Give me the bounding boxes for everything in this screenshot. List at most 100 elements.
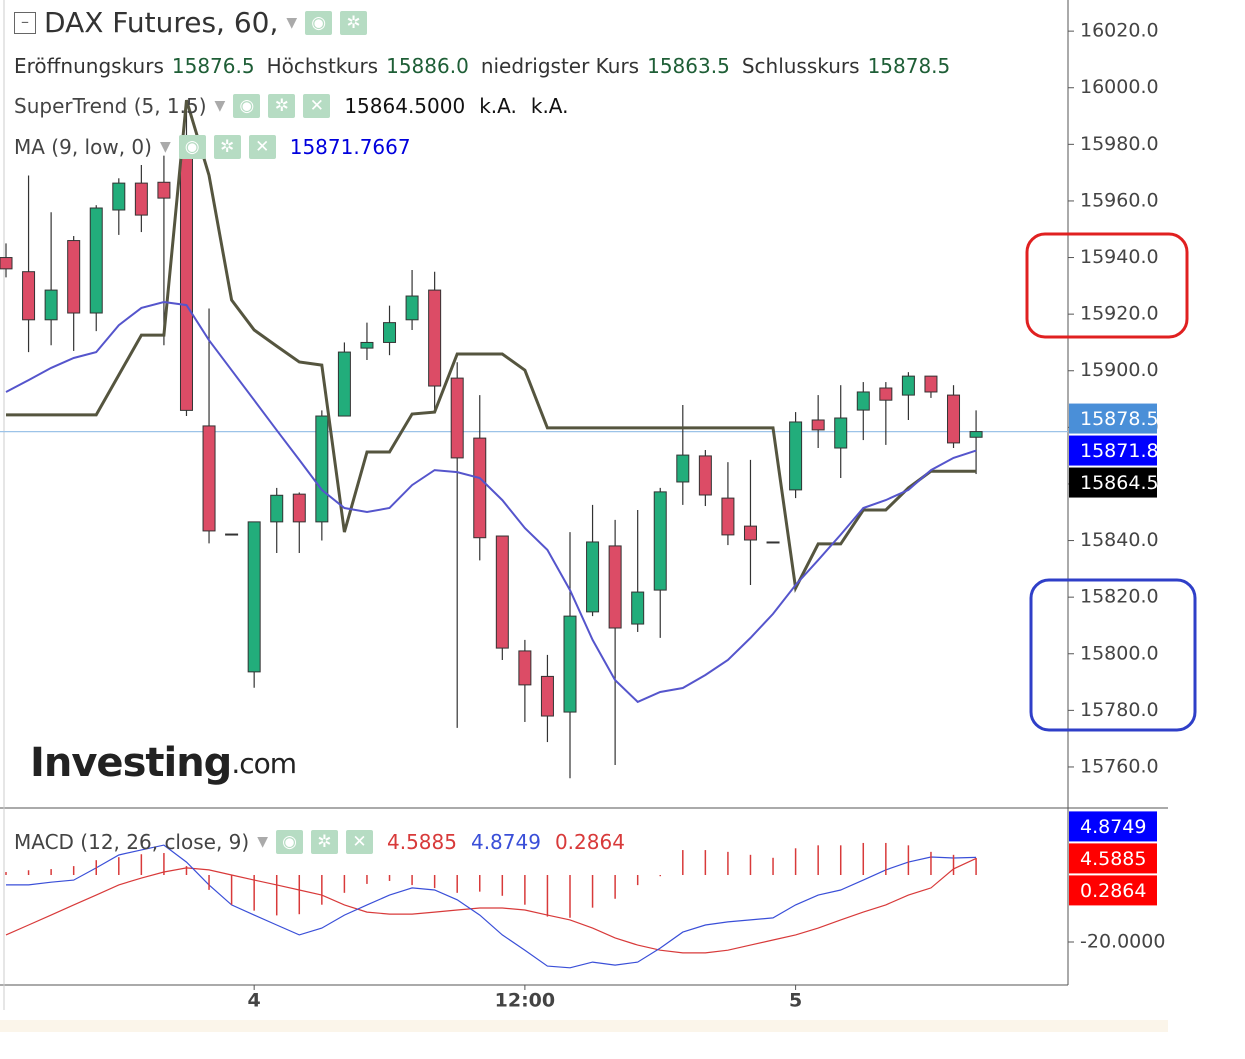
candle-body <box>89 207 103 314</box>
price-tag <box>1069 435 1157 466</box>
candle-body <box>563 615 577 713</box>
candle-body <box>698 455 712 496</box>
chart-title: DAX Futures, 60, <box>44 6 279 39</box>
dropdown[interactable]: ▼ <box>257 834 268 850</box>
candle-body <box>270 494 284 523</box>
indicator-value: 4.8749 <box>470 830 541 854</box>
y-tick-label: 15980.0 <box>1080 133 1159 155</box>
candle-body <box>631 591 645 625</box>
highlight-red <box>1025 232 1189 339</box>
candle-body <box>22 271 36 321</box>
ohlc-label: Höchstkurs <box>266 54 379 78</box>
candle-body <box>540 675 554 717</box>
candle-body <box>157 181 171 199</box>
indicator-name: MA (9, low, 0) <box>14 135 152 159</box>
icon-eye[interactable]: ◉ <box>305 10 333 35</box>
candle-body <box>879 387 893 401</box>
ohlc-legend: Eröffnungskurs 15876.5 Höchstkurs 15886.0 ni… <box>14 54 954 78</box>
collapse-box[interactable]: – <box>14 11 36 34</box>
candle-body <box>518 650 532 686</box>
ohlc-label: Schlusskurs <box>741 54 860 78</box>
macd-pane <box>5 842 977 969</box>
candle-body <box>134 182 148 216</box>
indicator-value: 0.2864 <box>554 830 625 854</box>
candle-body <box>924 375 938 393</box>
candle-body <box>608 545 622 629</box>
watermark-main: Investing <box>30 740 231 786</box>
indicator-value: 15871.7667 <box>289 135 411 159</box>
candle-body <box>834 417 848 449</box>
candle-body <box>495 535 509 649</box>
candle-body <box>473 437 487 539</box>
y-tick-label: -20.0000 <box>1080 930 1165 952</box>
candle-body <box>969 431 983 438</box>
y-tick-label: 15960.0 <box>1080 189 1159 211</box>
time-strip <box>0 1020 1168 1032</box>
dropdown[interactable]: ▼ <box>286 14 298 31</box>
y-tick-label: 15940.0 <box>1080 246 1159 268</box>
candle-body <box>653 491 667 591</box>
candle-body <box>337 351 351 417</box>
candle-body <box>743 525 757 541</box>
axes: 15760.015780.015800.015820.015840.015860… <box>248 20 1166 1012</box>
icon-button[interactable]: ✕ <box>303 94 331 118</box>
dropdown[interactable]: ▼ <box>159 139 171 155</box>
price-tag <box>1069 811 1157 842</box>
candle-body <box>112 182 126 211</box>
price-tag-label: 15878.5 <box>1080 408 1159 430</box>
candle-body <box>315 415 329 523</box>
icon-button[interactable]: ◉ <box>275 830 303 854</box>
watermark-domain: .com <box>231 747 296 780</box>
indicator-line <box>5 300 977 704</box>
candle-body <box>811 419 825 431</box>
ma-legend: MA (9, low, 0) ▼ ◉ ✲ ✕ 15871.7667 <box>14 135 411 159</box>
macd-line <box>5 857 977 954</box>
icon-button[interactable]: ✲ <box>268 94 296 118</box>
x-tick-label: 4 <box>248 990 261 1012</box>
icon-button[interactable]: ✕ <box>248 135 276 159</box>
candle-body <box>856 391 870 411</box>
candle-body <box>428 289 442 387</box>
highlight-blue <box>1029 578 1197 732</box>
ohlc-label: niedrigster Kurs <box>480 54 640 78</box>
candle-body <box>586 541 600 613</box>
icon-button[interactable]: ◉ <box>233 94 261 118</box>
title-row: – DAX Futures, 60, ▼ ◉ ✲ <box>14 6 368 39</box>
candle-body <box>292 493 306 523</box>
candle-body <box>676 454 690 483</box>
watermark: Investing.com <box>30 740 296 786</box>
x-tick-label: 12:00 <box>495 990 555 1012</box>
x-tick-label: 5 <box>789 990 802 1012</box>
price-tag-label: 4.5885 <box>1080 848 1146 870</box>
candle-body <box>67 240 81 314</box>
macd-line <box>6 844 977 969</box>
y-tick-label: 15820.0 <box>1080 586 1159 608</box>
indicator-value: k.A. <box>530 94 569 118</box>
macd-legend: MACD (12, 26, close, 9) ▼ ◉ ✲ ✕ 4.5885 4.8749 0… <box>14 830 625 854</box>
indicator-value: k.A. <box>479 94 517 118</box>
y-tick-label: 15920.0 <box>1080 303 1159 325</box>
y-tick-label: 15900.0 <box>1080 359 1159 381</box>
y-tick-label: 15760.0 <box>1080 755 1159 777</box>
candle-body <box>202 425 216 532</box>
candle-body <box>44 289 58 321</box>
icon-settings[interactable]: ✲ <box>340 10 368 35</box>
candle-body <box>450 377 464 459</box>
ohlc-value: 15863.5 <box>647 54 730 78</box>
price-pane: Investing.com <box>0 99 1068 786</box>
dropdown[interactable]: ▼ <box>214 98 226 114</box>
candle-body <box>901 375 915 396</box>
ohlc-value: 15886.0 <box>386 54 469 78</box>
icon-button[interactable]: ✲ <box>213 135 241 159</box>
candle-body <box>225 533 239 536</box>
supertrend-legend: SuperTrend (5, 1.5) ▼ ◉ ✲ ✕ 15864.5000 k.A. k.A… <box>14 94 569 118</box>
y-tick-label: 15840.0 <box>1080 529 1159 551</box>
icon-button[interactable]: ✕ <box>345 830 373 854</box>
candle-body <box>766 541 780 544</box>
candle-body <box>383 322 397 343</box>
price-tag <box>1069 843 1157 874</box>
candle-body <box>947 394 961 444</box>
icon-button[interactable]: ✲ <box>310 830 338 854</box>
icon-button[interactable]: ◉ <box>178 135 206 159</box>
